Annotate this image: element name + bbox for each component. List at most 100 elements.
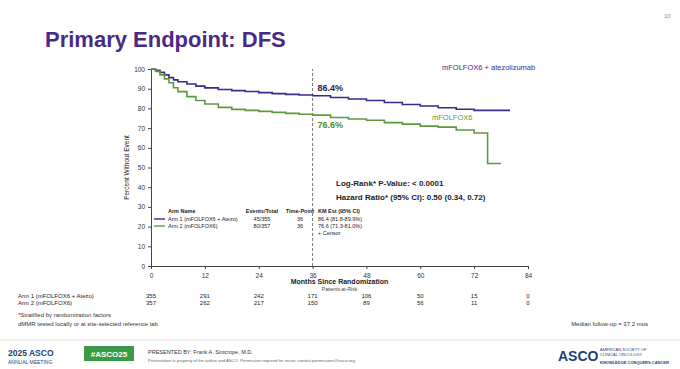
y-tick: 70	[138, 125, 151, 132]
y-tick: 60	[138, 144, 151, 151]
x-tick: 24	[256, 266, 264, 279]
x-tick-mark	[313, 266, 314, 269]
y-tick: 100	[134, 66, 151, 73]
x-tick: 12	[202, 266, 210, 279]
table-header: KM Est (95% CI)	[318, 208, 360, 214]
x-tick-mark	[420, 266, 421, 269]
logo: ASCO	[558, 348, 599, 364]
y-tick-mark	[148, 69, 151, 70]
risk-value: 355	[146, 293, 157, 299]
x-tick-label: 24	[256, 272, 264, 279]
risk-value: 50	[417, 293, 424, 299]
table-cell: 36	[297, 223, 303, 229]
y-tick: 40	[138, 184, 151, 191]
y-axis: 0 10 20 30 40 50 60 70 80 90 100	[134, 66, 151, 270]
table-header: Time-Point	[286, 208, 314, 214]
risk-value: 262	[200, 300, 211, 306]
table-cell: 45/355	[254, 216, 271, 222]
x-tick-label: 84	[525, 272, 533, 279]
y-tick: 30	[138, 203, 151, 210]
risk-value: 357	[146, 300, 157, 306]
footnote: dMMR tested locally or at site-selected …	[18, 321, 158, 327]
x-tick: 84	[525, 266, 533, 279]
y-tick-label: 70	[138, 125, 146, 132]
table-swatch	[154, 225, 165, 226]
slide-title: Primary Endpoint: DFS	[45, 27, 286, 52]
rights: Presentation is property of the author a…	[148, 358, 356, 363]
table-cell: 80/357	[254, 223, 271, 229]
table-cell: 76.6 (71.3-81.0%)	[318, 223, 362, 229]
risk-value: 11	[471, 300, 478, 306]
y-tick-label: 100	[134, 66, 145, 73]
y-tick: 50	[138, 164, 151, 171]
presenter: PRESENTED BY: Frank A. Sinicrope, M.D.	[148, 349, 253, 355]
hashtag-box	[84, 346, 134, 361]
y-axis-title: Percent Without Event	[123, 135, 130, 200]
page-number: 10	[664, 13, 671, 19]
series-label: mFOLFOX6	[432, 113, 472, 122]
y-tick-label: 40	[138, 184, 146, 191]
x-tick-label: 12	[202, 272, 210, 279]
table-header: Arm Name	[168, 208, 196, 214]
table-cell: 36	[297, 216, 303, 222]
risk-value: 217	[254, 300, 265, 306]
tagline: KNOWLEDGE CONQUERS CANCER	[600, 360, 669, 365]
x-tick-mark	[528, 266, 529, 269]
risk-value: 15	[471, 293, 478, 299]
annotation: 76.6%	[318, 120, 344, 130]
y-tick-label: 20	[138, 223, 146, 230]
y-tick-label: 0	[141, 263, 145, 270]
km-curve	[151, 69, 501, 164]
risk-value: 291	[200, 293, 211, 299]
x-tick: 0	[150, 266, 154, 279]
y-tick-mark	[148, 168, 151, 169]
y-tick: 0	[141, 263, 151, 270]
x-tick-label: 72	[471, 272, 479, 279]
y-tick-mark	[148, 266, 151, 267]
table-cell: Arm 1 (mFOLFOX6 + Atezo)	[168, 216, 238, 222]
risk-value: 89	[363, 300, 370, 306]
risk-value: 56	[417, 300, 424, 306]
x-axis: 012243648607284	[150, 266, 533, 279]
footnote: *Stratified by randomization factors	[18, 312, 111, 318]
y-tick-mark	[148, 207, 151, 208]
risk-label: Arm 1 (mFOLFOX6 + Atezo)	[18, 293, 94, 299]
table-swatch	[154, 218, 165, 219]
x-tick-mark	[259, 266, 260, 269]
y-tick-mark	[148, 246, 151, 247]
x-tick-mark	[205, 266, 206, 269]
y-tick: 10	[138, 243, 151, 250]
y-tick-label: 80	[138, 105, 146, 112]
y-tick-label: 50	[138, 164, 146, 171]
curves	[151, 69, 510, 164]
table-cell: 86.4 (81.8-89.9%)	[318, 216, 362, 222]
x-tick: 48	[363, 266, 371, 279]
y-tick-mark	[148, 187, 151, 188]
risk-title: Patients-at-Risk	[322, 286, 358, 292]
slide: Primary Endpoint: DFS1001224364860728401…	[0, 0, 680, 369]
risk-value: 0	[526, 300, 530, 306]
stat-text: Log-Rank* P-Value: < 0.0001	[336, 179, 444, 188]
y-tick-mark	[148, 227, 151, 228]
y-tick: 20	[138, 223, 151, 230]
y-tick-label: 90	[138, 85, 146, 92]
risk-value: 106	[361, 293, 372, 299]
censor-note: + Censor	[318, 230, 341, 236]
y-tick: 80	[138, 105, 151, 112]
y-axis-line	[151, 70, 152, 267]
y-tick-label: 60	[138, 144, 146, 151]
y-tick-mark	[148, 148, 151, 149]
society-name: CLINICAL ONCOLOGY	[600, 352, 642, 357]
stat-text: Hazard Ratio* (95% CI): 0.50 (0.34, 0.72…	[336, 193, 486, 202]
series-label: mFOLFOX6 + atezolizumab	[442, 63, 535, 72]
meeting-year: 2025 ASCO	[8, 348, 54, 358]
y-tick-label: 30	[138, 203, 146, 210]
hashtag: #ASCO25	[91, 350, 128, 359]
median-follow-up: Median follow-up = 37.2 mos	[571, 321, 648, 327]
y-tick: 90	[138, 85, 151, 92]
table-cell: Arm 2 (mFOLFOX6)	[168, 223, 218, 229]
x-axis-title: Months Since Randomization	[291, 278, 389, 285]
x-tick-label: 0	[150, 272, 154, 279]
annotation: 86.4%	[318, 83, 344, 93]
time-point-line	[312, 69, 313, 266]
